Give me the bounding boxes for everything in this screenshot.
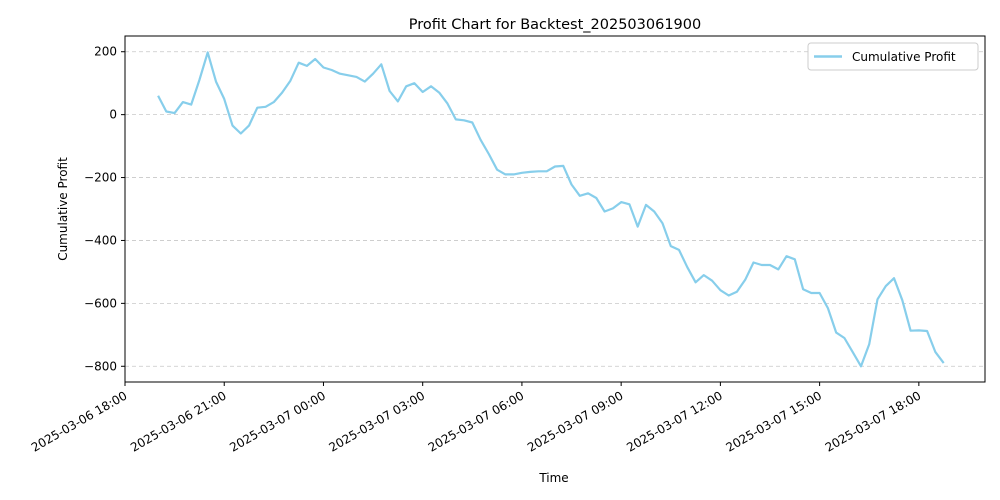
plot-area [157, 51, 945, 368]
plot-frame [124, 35, 986, 383]
y-tick-label: −400 [84, 233, 117, 247]
legend-label: Cumulative Profit [852, 50, 956, 64]
y-tick-label: −800 [84, 359, 117, 373]
y-tick-label: 200 [94, 45, 117, 59]
x-axis-title: Time [538, 471, 568, 485]
y-tick-label: −200 [84, 171, 117, 185]
legend: Cumulative Profit [807, 42, 979, 71]
chart-title: Profit Chart for Backtest_202503061900 [409, 17, 701, 33]
y-tick-label: 0 [109, 108, 117, 122]
series-line-cumulative-profit [157, 51, 945, 368]
legend-box [807, 42, 979, 71]
y-tick-label: −600 [84, 296, 117, 310]
y-axis-title: Cumulative Profit [56, 157, 70, 261]
y-axis: 200 0 −200 −400 −600 −800 [84, 45, 125, 373]
